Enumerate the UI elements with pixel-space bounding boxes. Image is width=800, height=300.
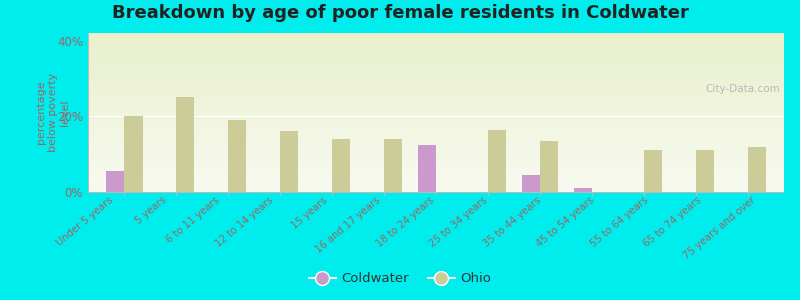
Bar (106, 171, 124, 192)
Text: Breakdown by age of poor female residents in Coldwater: Breakdown by age of poor female resident… (111, 4, 689, 22)
Text: 5 years: 5 years (134, 195, 168, 226)
Text: 65 to 74 years: 65 to 74 years (642, 195, 704, 249)
Text: 12 to 14 years: 12 to 14 years (214, 195, 275, 249)
Bar (644, 150, 662, 192)
Text: 18 to 24 years: 18 to 24 years (374, 195, 436, 249)
Bar (384, 139, 402, 192)
Bar (418, 145, 436, 192)
Bar (280, 131, 298, 192)
Text: 35 to 44 years: 35 to 44 years (482, 195, 543, 249)
Legend: Coldwater, Ohio: Coldwater, Ohio (304, 267, 496, 290)
Bar (574, 188, 592, 192)
Bar (124, 116, 142, 192)
Bar (228, 120, 246, 192)
Text: 55 to 64 years: 55 to 64 years (589, 195, 650, 249)
Text: 75 years and over: 75 years and over (682, 195, 758, 261)
Bar (696, 150, 714, 192)
Text: Under 5 years: Under 5 years (54, 195, 114, 248)
Text: 25 to 34 years: 25 to 34 years (428, 195, 490, 249)
Bar (488, 130, 506, 192)
Bar (332, 139, 350, 192)
Bar (748, 147, 766, 192)
Bar (522, 175, 540, 192)
Text: 45 to 54 years: 45 to 54 years (535, 195, 597, 249)
Bar (540, 141, 558, 192)
Bar (176, 98, 194, 192)
Y-axis label: percentage
below poverty
level: percentage below poverty level (36, 73, 70, 152)
Text: 6 to 11 years: 6 to 11 years (165, 195, 222, 245)
Text: 15 years: 15 years (290, 195, 329, 230)
Text: 16 and 17 years: 16 and 17 years (314, 195, 382, 255)
Text: City-Data.com: City-Data.com (706, 84, 780, 94)
